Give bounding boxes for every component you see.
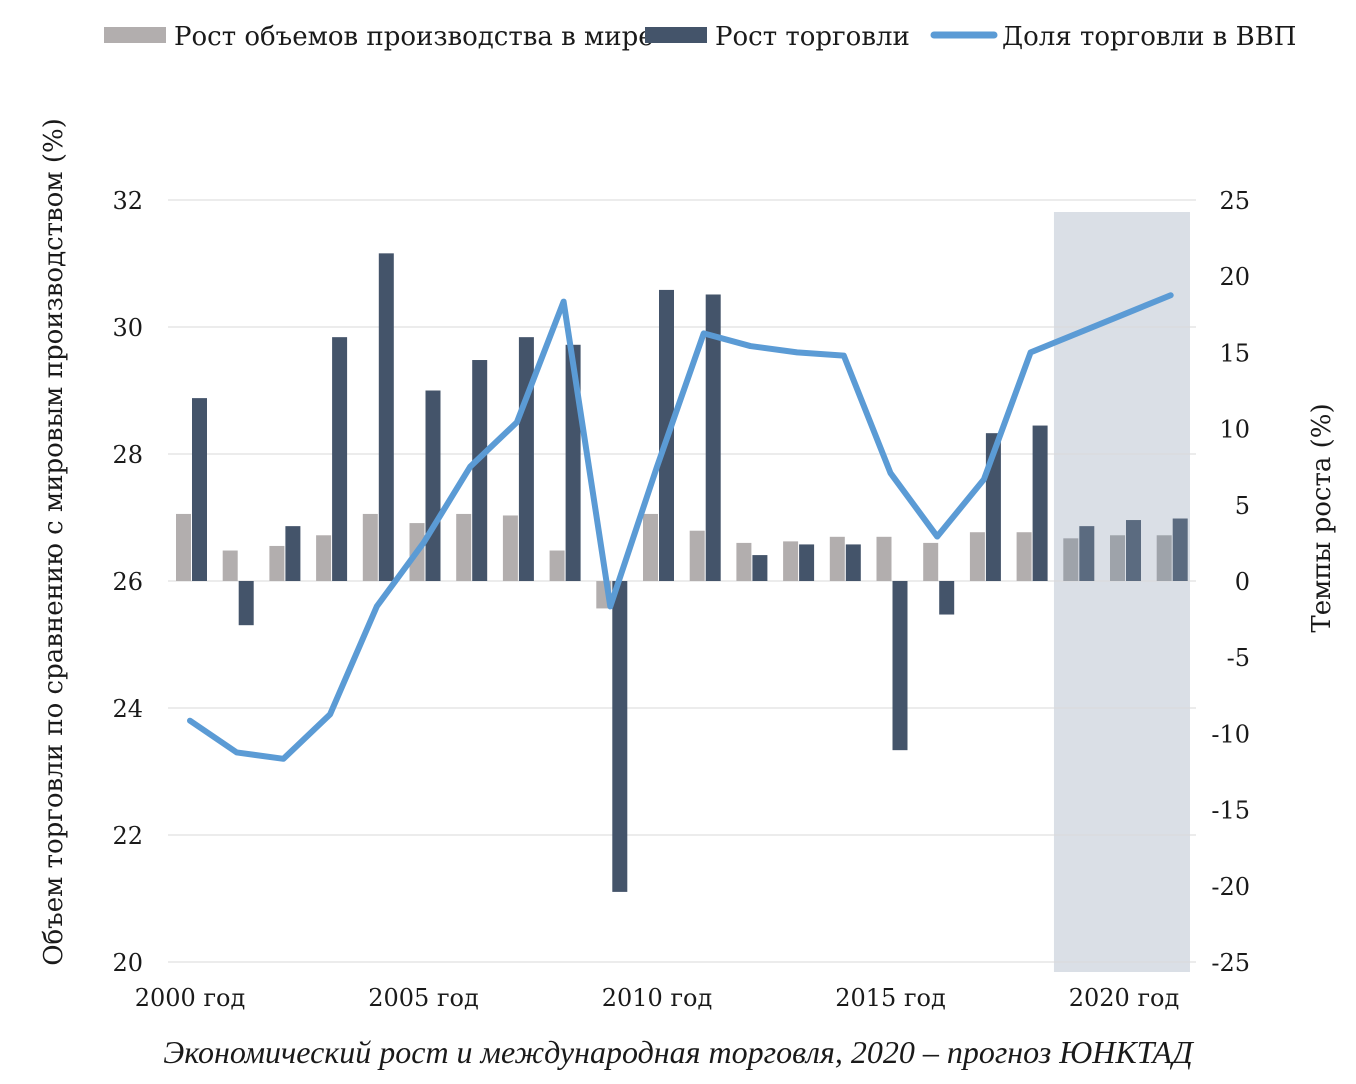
left-tick-label: 26: [112, 568, 143, 596]
bar-trade-growth: [1172, 518, 1188, 581]
left-axis-title: Объем торговли по сравнению с мировым пр…: [39, 118, 69, 966]
left-tick-label: 28: [112, 441, 143, 469]
bar-trade-growth: [332, 337, 348, 581]
legend-swatch: [645, 27, 707, 43]
bar-production-growth: [269, 545, 285, 581]
bar-trade-growth: [1126, 520, 1141, 581]
right-tick-label: -25: [1211, 949, 1250, 977]
right-tick-label: 5: [1235, 492, 1250, 520]
right-tick-label: 0: [1235, 568, 1250, 596]
bar-production-growth: [829, 536, 845, 581]
bar-trade-growth: [612, 581, 628, 892]
bar-production-growth: [222, 550, 238, 581]
right-tick-label: -10: [1211, 720, 1250, 748]
left-tick-label: 22: [112, 822, 143, 850]
bar-production-growth: [176, 513, 191, 581]
bar-trade-growth: [518, 337, 534, 581]
x-tick-label: 2020 год: [1069, 984, 1180, 1012]
right-tick-label: -15: [1211, 797, 1250, 825]
legend-label: Рост торговли: [715, 22, 910, 52]
bar-trade-growth: [939, 581, 955, 615]
legend: Рост объемов производства в мире Рост тор…: [104, 22, 1296, 52]
bar-trade-growth: [192, 398, 207, 581]
bar-production-growth: [736, 542, 752, 581]
trade-share-line: [187, 292, 1174, 762]
right-tick-label: 10: [1219, 416, 1250, 444]
bar-production-growth: [923, 542, 939, 581]
legend-swatch: [104, 27, 166, 43]
bar-production-growth: [689, 530, 705, 581]
chart-caption: Экономический рост и международная торго…: [163, 1034, 1193, 1070]
right-axis-ticks: -25 -20 -15 -10 -5 0 5 10 15 20 25: [1211, 187, 1250, 977]
bar-production-growth: [1110, 535, 1125, 581]
bar-trade-growth: [705, 294, 721, 581]
bar-production-growth: [1063, 538, 1079, 581]
forecast-region: [1053, 212, 1190, 972]
bar-trade-growth: [752, 555, 768, 581]
bar-production-growth: [456, 513, 472, 581]
bar-production-growth: [362, 513, 378, 581]
right-tick-label: 20: [1219, 263, 1250, 291]
left-tick-label: 32: [112, 187, 143, 215]
x-tick-label: 2000 год: [135, 984, 246, 1012]
bar-trade-growth: [472, 360, 488, 581]
bar-trade-growth: [799, 544, 815, 581]
bar-production-growth: [316, 535, 332, 581]
bar-trade-growth: [1032, 425, 1048, 581]
left-tick-label: 24: [112, 695, 143, 723]
x-tick-label: 2015 год: [835, 984, 946, 1012]
right-tick-label: 15: [1219, 339, 1250, 367]
bar-production-growth: [643, 513, 658, 581]
bars: [176, 253, 1188, 892]
chart: Рост объемов производства в мире Рост тор…: [39, 22, 1337, 1012]
bar-production-growth: [549, 550, 565, 581]
bar-trade-growth: [1079, 526, 1095, 581]
x-tick-label: 2010 год: [602, 984, 713, 1012]
legend-label: Рост объемов производства в мире: [174, 22, 654, 52]
right-tick-label: -20: [1211, 873, 1250, 901]
bar-production-growth: [502, 515, 518, 581]
x-tick-label: 2005 год: [368, 984, 479, 1012]
legend-label: Доля торговли в ВВП: [1002, 22, 1296, 52]
bar-trade-growth: [892, 581, 908, 751]
bar-production-growth: [1016, 532, 1032, 581]
bar-trade-growth: [378, 253, 394, 581]
left-axis-ticks: 20 22 24 26 28 30 32: [112, 187, 143, 977]
left-tick-label: 30: [112, 314, 143, 342]
x-axis-ticks: 2000 год 2005 год 2010 год 2015 год 2020 год: [135, 984, 1180, 1012]
bar-trade-growth: [238, 581, 254, 626]
left-tick-label: 20: [112, 949, 143, 977]
right-tick-label: -5: [1227, 644, 1250, 672]
bar-trade-growth: [845, 544, 861, 581]
bar-production-growth: [876, 536, 892, 581]
bar-trade-growth: [425, 390, 441, 581]
bar-production-growth: [1156, 535, 1172, 581]
bar-production-growth: [969, 532, 985, 581]
right-axis-title: Темпы роста (%): [1307, 403, 1337, 632]
bar-production-growth: [783, 541, 799, 581]
bar-trade-growth: [285, 526, 301, 581]
right-tick-label: 25: [1219, 187, 1250, 215]
